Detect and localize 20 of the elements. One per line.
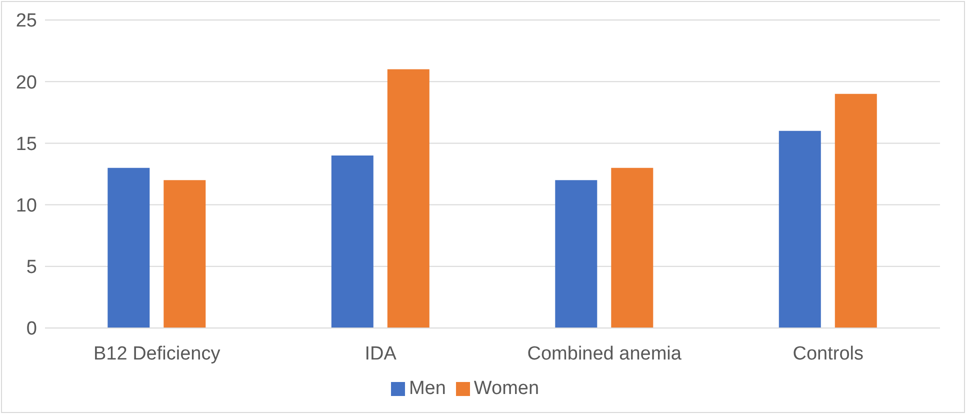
bar: [331, 156, 374, 328]
legend-label: Women: [474, 378, 540, 399]
bar: [834, 94, 877, 328]
y-tick-label: 10: [16, 196, 37, 217]
x-tick-label: Controls: [792, 343, 864, 364]
bar: [555, 180, 598, 328]
bar: [778, 130, 821, 328]
y-tick-label: 5: [26, 257, 37, 278]
bar: [611, 168, 654, 328]
legend-label: Men: [408, 378, 446, 399]
bar: [387, 69, 430, 328]
x-tick-label: IDA: [364, 343, 397, 364]
x-tick-label: B12 Deficiency: [94, 343, 221, 364]
y-tick-label: 0: [26, 318, 37, 340]
x-tick-label: Combined anemia: [527, 343, 682, 364]
y-tick-label: 15: [16, 134, 37, 155]
y-tick-label: 20: [16, 72, 37, 94]
y-tick-label: 25: [16, 10, 37, 32]
bar: [108, 168, 150, 328]
bar: [164, 180, 206, 328]
